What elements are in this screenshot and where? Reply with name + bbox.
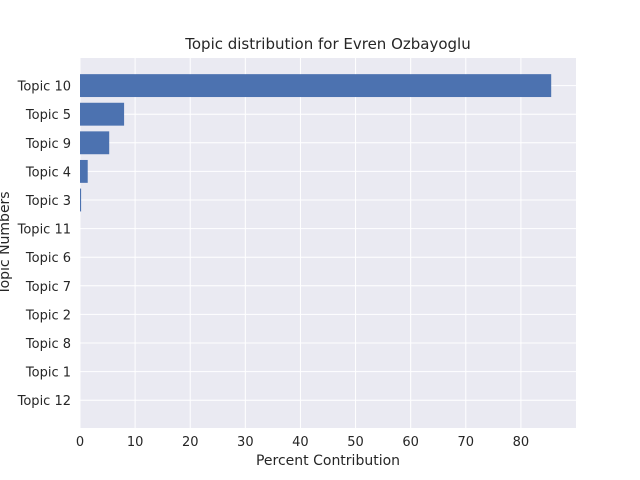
bar-topic-5 — [80, 102, 125, 126]
y-tick-label: Topic 1 — [25, 366, 71, 381]
y-tick-label: Topic 8 — [25, 337, 71, 352]
y-tick-label: Topic 5 — [25, 108, 71, 123]
x-tick-label: 30 — [237, 435, 254, 450]
bar-topic-9 — [80, 131, 110, 155]
x-tick-label: 70 — [458, 435, 475, 450]
x-tick-label: 10 — [127, 435, 144, 450]
plot-area — [80, 58, 576, 428]
x-tick-labels: 0 10 20 30 40 50 60 70 80 — [76, 435, 529, 450]
y-tick-labels: Topic 10 Topic 5 Topic 9 Topic 4 Topic 3 Topi… — [17, 80, 71, 410]
x-tick-label: 50 — [347, 435, 364, 450]
y-tick-label: Topic 7 — [25, 280, 71, 295]
y-tick-label: Topic 2 — [25, 308, 71, 323]
chart-title: Topic distribution for Evren Ozbayoglu — [184, 35, 470, 53]
x-tick-label: 20 — [182, 435, 199, 450]
x-tick-label: 0 — [76, 435, 84, 450]
y-tick-label: Topic 6 — [25, 251, 71, 266]
bars — [80, 74, 552, 212]
y-tick-label: Topic 12 — [17, 394, 71, 409]
x-tick-label: 40 — [292, 435, 309, 450]
x-axis-title: Percent Contribution — [256, 453, 400, 469]
y-tick-label: Topic 3 — [25, 194, 71, 209]
y-tick-label: Topic 4 — [25, 165, 71, 180]
x-tick-label: 80 — [513, 435, 530, 450]
bar-topic-3 — [80, 188, 82, 212]
grid-lines — [79, 58, 576, 428]
x-tick-label: 60 — [402, 435, 419, 450]
y-tick-label: Topic 9 — [25, 137, 71, 152]
y-tick-label: Topic 10 — [17, 80, 71, 95]
bar-topic-4 — [80, 159, 88, 183]
y-tick-label: Topic 11 — [17, 223, 71, 238]
bar-topic-10 — [80, 74, 552, 98]
y-axis-title: Topic Numbers — [0, 191, 13, 295]
